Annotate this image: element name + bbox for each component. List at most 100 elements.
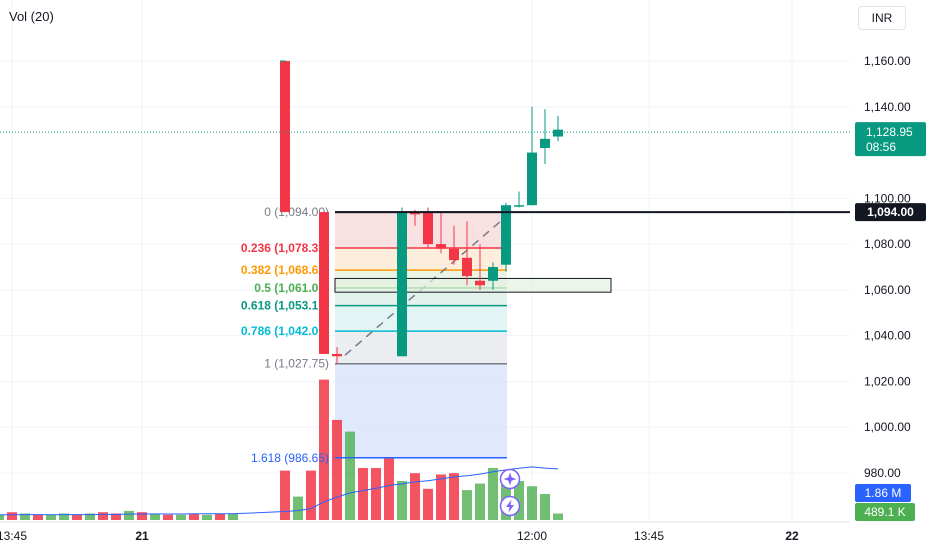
volume-bar — [124, 510, 134, 520]
volume-bar — [176, 514, 186, 520]
volume-bar — [280, 470, 290, 520]
zone-box[interactable] — [334, 277, 612, 293]
last-price-badge — [855, 122, 926, 157]
volume-bar — [0, 514, 4, 520]
candle-body — [527, 152, 537, 206]
volume-ma-line — [0, 466, 559, 516]
volume-bar — [33, 514, 43, 520]
fib-retracement-fills — [335, 212, 507, 458]
volume-bar — [20, 513, 30, 520]
volume-bar — [189, 513, 199, 520]
volume-bar — [462, 490, 472, 520]
volume-bar — [423, 488, 433, 520]
price-tick-label: 980.00 — [864, 466, 901, 480]
candle-body — [475, 280, 485, 286]
volume-bar — [319, 379, 329, 520]
fib-level-label: 0.236 (1,078.30) — [241, 241, 329, 255]
volume-bar — [98, 512, 108, 520]
fib-level-label: 1 (1,027.75) — [264, 357, 329, 371]
volume-bar — [228, 513, 238, 520]
volume-bar — [540, 494, 550, 520]
volume-bar — [488, 468, 498, 520]
volume-bar — [215, 513, 225, 520]
volume-bar — [384, 457, 394, 520]
volume-bar — [59, 513, 69, 520]
last-price-text: 1,128.95 — [866, 125, 913, 139]
volume-bar — [397, 481, 407, 520]
h-line-price-text: 1,094.00 — [867, 205, 914, 219]
volume-bar — [332, 419, 342, 520]
price-tick-label: 1,160.00 — [864, 54, 911, 68]
volume-bar — [371, 468, 381, 520]
fib-retracement-lines[interactable]: 0 (1,094.00)0.236 (1,078.30)0.382 (1,068… — [241, 205, 507, 465]
fib-level-label: 1.618 (986.65) — [251, 451, 329, 465]
trading-assistant-icon[interactable] — [499, 468, 521, 490]
candle-body — [514, 205, 524, 207]
volume-bar — [527, 486, 537, 520]
volume-bar — [46, 514, 56, 520]
fib-fill-band — [335, 248, 507, 271]
price-axis[interactable]: 1,160.00 1,140.00 1,100.00 1,080.00 1,060.00… — [864, 54, 911, 480]
time-tick-label: 13:45 — [0, 529, 27, 543]
currency-button[interactable]: INR — [858, 6, 906, 30]
fib-fill-band — [335, 331, 507, 364]
price-tick-label: 1,100.00 — [864, 191, 911, 205]
volume-bar — [345, 431, 355, 520]
fib-fill-band — [335, 305, 507, 332]
candles — [280, 61, 563, 364]
fib-level-label: 0.786 (1,042.00) — [241, 324, 329, 338]
h-line-price-badge — [855, 203, 926, 222]
price-tick-label: 1,000.00 — [864, 420, 911, 434]
time-tick-label: 13:45 — [634, 529, 664, 543]
volume-bar — [7, 512, 17, 520]
fib-fill-band — [335, 212, 507, 249]
candle-body — [319, 212, 329, 354]
time-tick-label: 21 — [135, 529, 149, 543]
candle-body — [397, 212, 407, 357]
volume-indicator-title[interactable]: Vol (20) — [9, 9, 54, 24]
price-tick-label: 1,080.00 — [864, 237, 911, 251]
price-tick-label: 1,020.00 — [864, 374, 911, 388]
volume-bar — [293, 496, 303, 520]
volume-bar — [111, 513, 121, 520]
volume-total-badge — [855, 484, 911, 502]
fib-level-label: 0.618 (1,053.15) — [241, 299, 329, 313]
volume-bar — [475, 483, 485, 520]
volume-bar — [163, 514, 173, 520]
candle-body — [423, 212, 433, 245]
volume-bar — [358, 468, 368, 520]
price-tick-label: 1,040.00 — [864, 329, 911, 343]
volume-bar — [202, 514, 212, 520]
volume-bar — [410, 473, 420, 520]
candle-body — [449, 248, 459, 261]
candle-body — [540, 138, 550, 148]
volume-bar — [150, 513, 160, 520]
fib-level-label: 0.5 (1,061.00) — [254, 281, 329, 295]
volume-ma-badge — [855, 503, 915, 521]
fib-fill-band — [335, 363, 507, 458]
candle-body — [553, 129, 563, 137]
price-tick-label: 1,060.00 — [864, 283, 911, 297]
volume-bar — [306, 470, 316, 520]
volume-bar — [436, 474, 446, 520]
candle-body — [332, 353, 342, 357]
fib-level-label: 0.382 (1,068.65) — [241, 263, 329, 277]
candle-body — [501, 205, 511, 265]
candle-body — [280, 61, 290, 213]
volume-bar — [553, 513, 563, 520]
volume-bar — [137, 512, 147, 520]
volume-total-text: 1.86 M — [865, 486, 902, 500]
time-tick-label: 12:00 — [517, 529, 547, 543]
volume-bar — [72, 514, 82, 520]
lightning-icon[interactable] — [499, 495, 521, 517]
candle-body — [436, 244, 446, 249]
candle-body — [488, 267, 498, 281]
volume-bar — [514, 481, 524, 520]
price-tick-label: 1,140.00 — [864, 100, 911, 114]
volume-bar — [85, 513, 95, 520]
volume-bar — [449, 473, 459, 520]
volume-ma-text: 489.1 K — [864, 505, 905, 519]
